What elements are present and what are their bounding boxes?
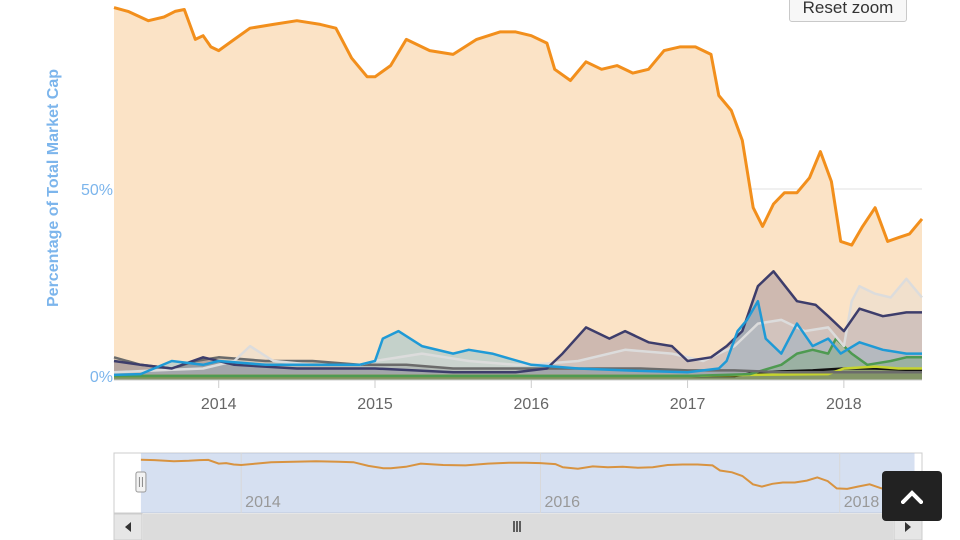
arrow-right-icon (905, 522, 911, 532)
arrow-left-icon (125, 522, 131, 532)
x-tick-label: 2014 (201, 396, 237, 413)
navigator-tick-label: 2016 (544, 494, 580, 511)
navigator[interactable]: 2014 2016 2018 (113, 452, 923, 514)
x-tick-label: 2016 (513, 396, 549, 413)
x-tick-label: 2018 (826, 396, 862, 413)
chevron-up-icon (901, 490, 923, 504)
navigator-series-line (140, 458, 915, 490)
x-tick-label: 2017 (670, 396, 706, 413)
series-line-4 (113, 356, 922, 374)
x-tick-label: 2015 (357, 396, 393, 413)
plot-area (113, 6, 924, 381)
y-tick-label: 0% (90, 369, 113, 386)
navigator-handle-left[interactable] (135, 471, 147, 493)
series-line-3 (113, 277, 923, 374)
scrollbar-thumb (143, 514, 893, 540)
navigator-scrollbar[interactable] (113, 513, 923, 540)
scroll-to-top-button[interactable] (882, 471, 942, 521)
x-axis: 2014 2015 2016 2017 2018 (201, 380, 862, 413)
navigator-tick-label: 2018 (844, 494, 880, 511)
handle-body (135, 471, 147, 493)
series-line-5 (114, 337, 922, 378)
series-area-0 (114, 7, 922, 380)
series-line-2 (113, 270, 922, 374)
y-tick-label: 50% (81, 182, 113, 199)
reset-zoom-button[interactable]: Reset zoom (789, 0, 907, 22)
y-axis-title: Percentage of Total Market Cap (45, 69, 62, 307)
series-area-3 (114, 278, 922, 380)
y-axis: Percentage of Total Market Cap 0% 50% (45, 69, 113, 386)
series-line-1 (113, 299, 922, 377)
series-area-5 (114, 338, 922, 380)
navigator-tick-label: 2014 (245, 494, 281, 511)
series-line-0 (113, 6, 924, 247)
